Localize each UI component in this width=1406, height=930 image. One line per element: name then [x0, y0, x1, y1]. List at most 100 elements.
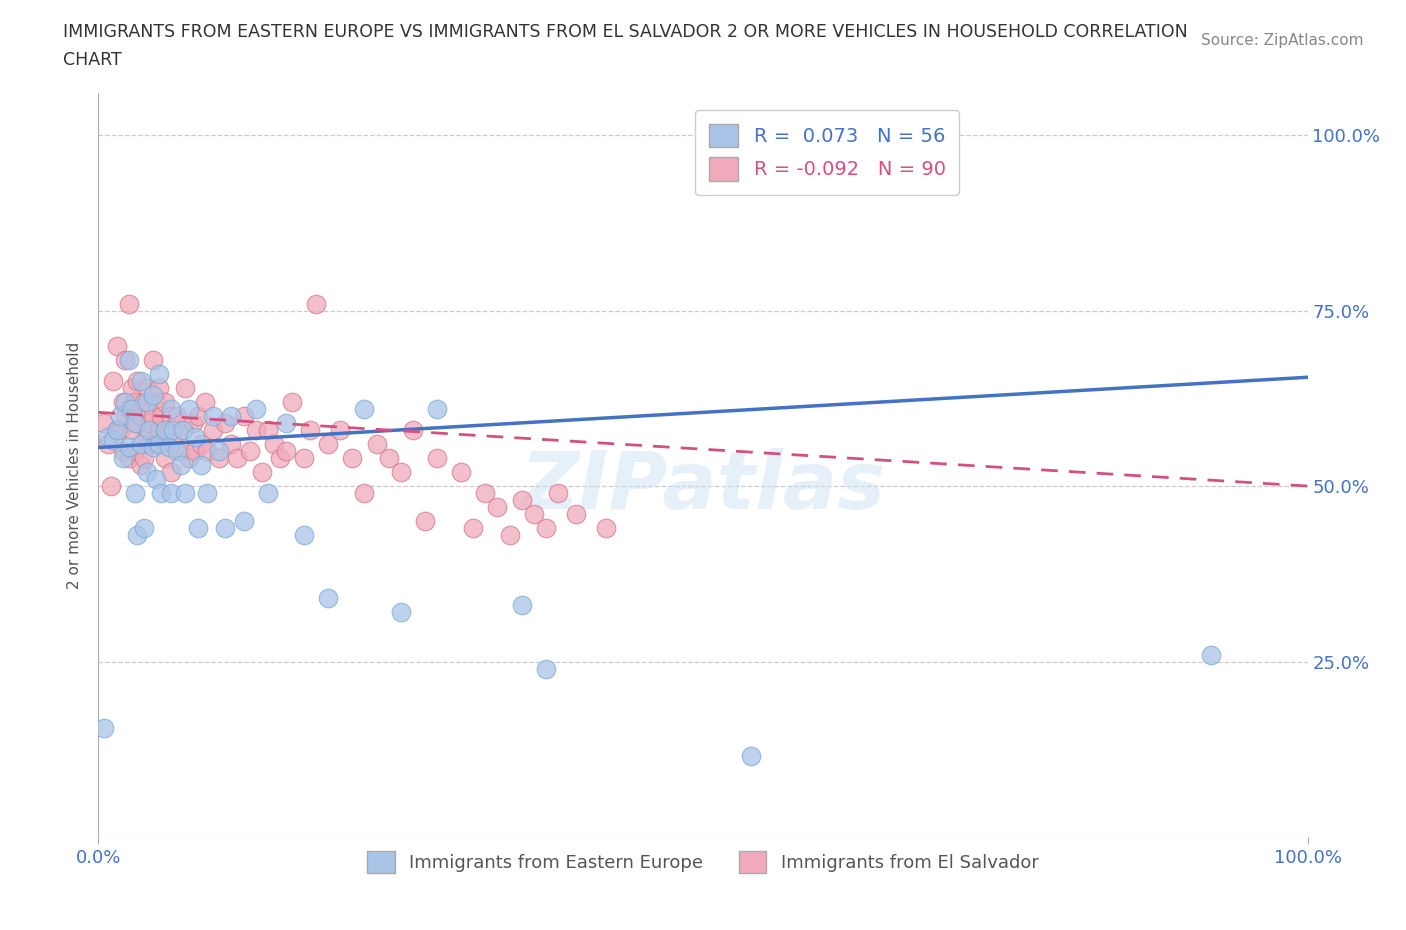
Point	[389, 604, 412, 619]
Point	[263, 436, 285, 451]
Point	[135, 380, 157, 395]
Point	[160, 465, 183, 480]
Point	[153, 450, 176, 465]
Point	[118, 402, 141, 417]
Point	[105, 422, 128, 437]
Point	[184, 430, 207, 445]
Point	[208, 444, 231, 458]
Point	[534, 521, 557, 536]
Point	[134, 394, 156, 409]
Point	[463, 521, 485, 536]
Point	[366, 436, 388, 451]
Point	[166, 444, 188, 458]
Point	[148, 436, 170, 451]
Point	[377, 450, 399, 465]
Point	[135, 430, 157, 445]
Point	[129, 373, 152, 388]
Point	[221, 436, 243, 451]
Point	[150, 408, 173, 423]
Legend: Immigrants from Eastern Europe, Immigrants from El Salvador: Immigrants from Eastern Europe, Immigran…	[360, 844, 1046, 880]
Point	[174, 380, 197, 395]
Point	[169, 444, 191, 458]
Point	[108, 408, 131, 423]
Point	[111, 450, 134, 465]
Point	[426, 402, 449, 417]
Point	[129, 458, 152, 472]
Point	[111, 444, 134, 458]
Point	[172, 422, 194, 437]
Point	[274, 416, 297, 431]
Point	[214, 416, 236, 431]
Point	[426, 450, 449, 465]
Text: Source: ZipAtlas.com: Source: ZipAtlas.com	[1201, 33, 1364, 47]
Point	[389, 465, 412, 480]
Point	[153, 422, 176, 437]
Point	[105, 422, 128, 437]
Text: ZIPatlas: ZIPatlas	[520, 448, 886, 526]
Point	[138, 436, 160, 451]
Point	[474, 485, 496, 500]
Point	[150, 485, 173, 500]
Point	[305, 296, 328, 311]
Point	[142, 440, 165, 455]
Point	[124, 485, 146, 500]
Point	[1199, 647, 1222, 662]
Point	[127, 527, 149, 542]
Point	[510, 598, 533, 613]
Point	[214, 521, 236, 536]
Point	[127, 373, 149, 388]
Text: CHART: CHART	[63, 51, 122, 69]
Point	[114, 394, 136, 409]
Point	[281, 394, 304, 409]
Point	[93, 721, 115, 736]
Point	[129, 408, 152, 423]
Point	[108, 422, 131, 437]
Point	[190, 458, 212, 472]
Point	[135, 394, 157, 409]
Point	[342, 450, 364, 465]
Point	[221, 408, 243, 423]
Point	[239, 444, 262, 458]
Point	[157, 422, 180, 437]
Point	[256, 485, 278, 500]
Point	[138, 422, 160, 437]
Point	[145, 394, 167, 409]
Point	[450, 465, 472, 480]
Point	[135, 465, 157, 480]
Point	[316, 591, 339, 605]
Point	[190, 436, 212, 451]
Point	[142, 388, 165, 403]
Point	[547, 485, 569, 500]
Point	[316, 436, 339, 451]
Point	[105, 339, 128, 353]
Point	[274, 444, 297, 458]
Point	[172, 422, 194, 437]
Y-axis label: 2 or more Vehicles in Household: 2 or more Vehicles in Household	[67, 341, 83, 589]
Point	[124, 416, 146, 431]
Point	[129, 436, 152, 451]
Point	[166, 408, 188, 423]
Point	[232, 408, 254, 423]
Point	[256, 422, 278, 437]
Point	[486, 499, 509, 514]
Point	[187, 408, 209, 423]
Point	[97, 436, 120, 451]
Point	[118, 440, 141, 455]
Point	[101, 433, 124, 448]
Point	[157, 440, 180, 455]
Point	[195, 485, 218, 500]
Point	[101, 373, 124, 388]
Point	[181, 416, 204, 431]
Point	[124, 394, 146, 409]
Point	[208, 450, 231, 465]
Point	[121, 380, 143, 395]
Point	[292, 450, 315, 465]
Point	[162, 436, 184, 451]
Point	[138, 416, 160, 431]
Point	[402, 422, 425, 437]
Point	[498, 527, 520, 542]
Point	[202, 408, 225, 423]
Point	[245, 402, 267, 417]
Point	[148, 366, 170, 381]
Point	[565, 507, 588, 522]
